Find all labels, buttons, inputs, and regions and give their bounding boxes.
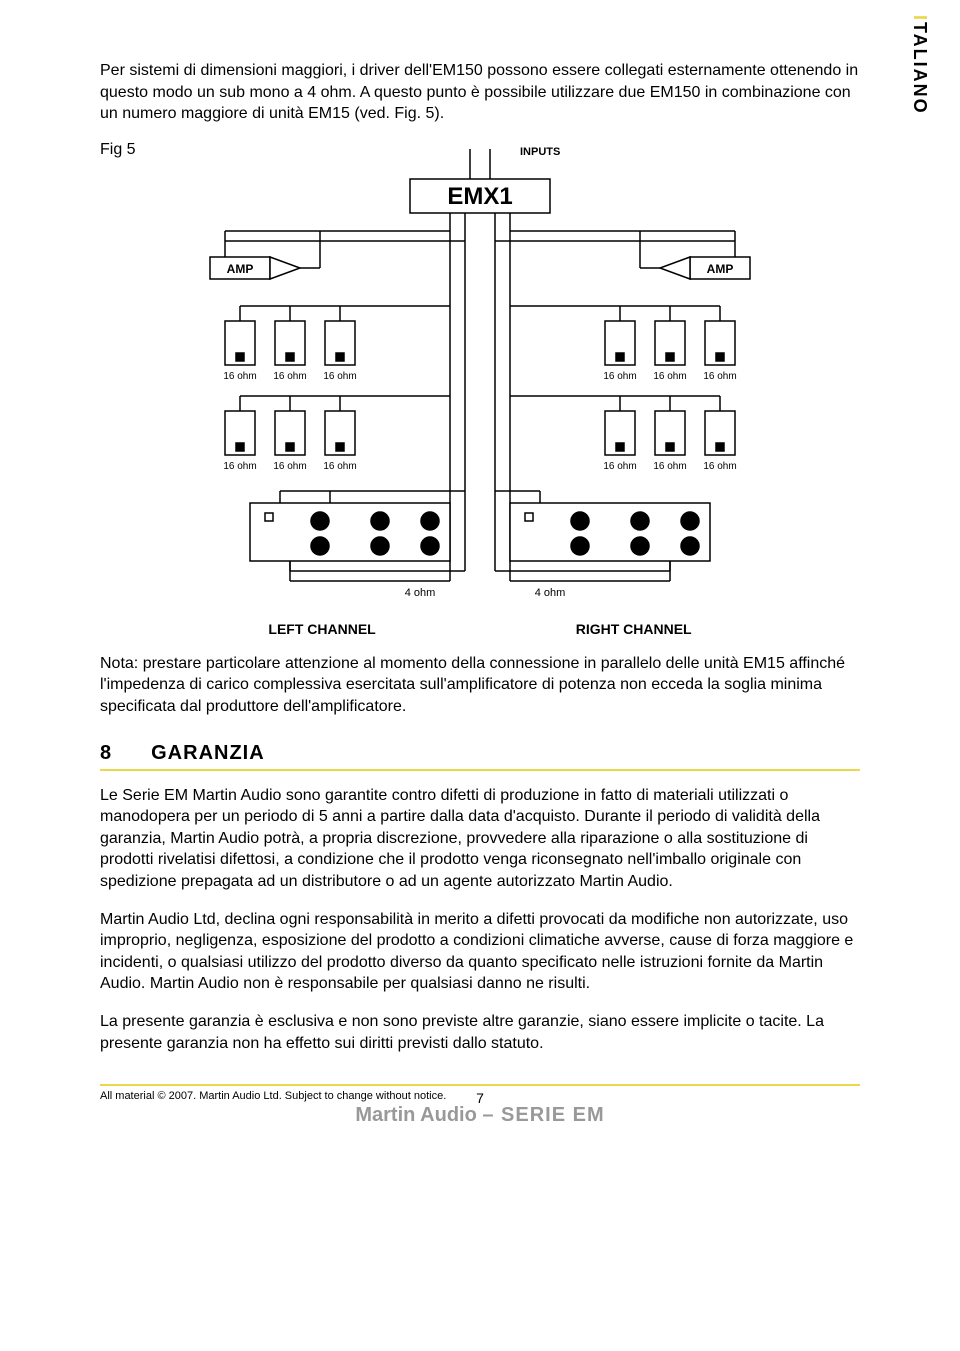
speaker-row1-left bbox=[225, 321, 355, 365]
wiring-diagram-svg: INPUTS EMX1 AMP bbox=[170, 141, 790, 601]
svg-text:16 ohm: 16 ohm bbox=[703, 461, 736, 472]
amp-label-right: AMP bbox=[707, 262, 734, 276]
svg-text:16 ohm: 16 ohm bbox=[223, 461, 256, 472]
amp-label-left: AMP bbox=[227, 262, 254, 276]
left-channel-label: LEFT CHANNEL bbox=[268, 621, 375, 637]
footer-brand: Martin Audio bbox=[355, 1104, 476, 1126]
page-footer: 7 All material © 2007. Martin Audio Ltd.… bbox=[100, 1084, 860, 1127]
figure-5-diagram: INPUTS EMX1 AMP bbox=[100, 141, 860, 601]
right-channel-label: RIGHT CHANNEL bbox=[576, 621, 692, 637]
speaker-row2-left bbox=[225, 411, 355, 455]
svg-text:16 ohm: 16 ohm bbox=[273, 371, 306, 382]
intro-paragraph: Per sistemi di dimensioni maggiori, i dr… bbox=[100, 60, 860, 125]
tab-text: TALIANO bbox=[910, 22, 930, 115]
sub-ohm-left: 4 ohm bbox=[405, 587, 436, 599]
note-paragraph: Nota: prestare particolare attenzione al… bbox=[100, 653, 860, 718]
svg-text:16 ohm: 16 ohm bbox=[323, 371, 356, 382]
svg-text:16 ohm: 16 ohm bbox=[323, 461, 356, 472]
section-number: 8 bbox=[100, 742, 111, 765]
language-tab: ITALIANO bbox=[909, 15, 930, 115]
section-title: GARANZIA bbox=[151, 742, 265, 765]
svg-text:16 ohm: 16 ohm bbox=[603, 461, 636, 472]
warranty-p3: La presente garanzia è esclusiva e non s… bbox=[100, 1011, 860, 1054]
channel-labels: LEFT CHANNEL RIGHT CHANNEL bbox=[100, 621, 860, 637]
footer-series: – SERIE EM bbox=[482, 1104, 604, 1126]
tab-accent: I bbox=[910, 15, 930, 22]
svg-text:16 ohm: 16 ohm bbox=[223, 371, 256, 382]
svg-text:16 ohm: 16 ohm bbox=[703, 371, 736, 382]
svg-text:16 ohm: 16 ohm bbox=[653, 461, 686, 472]
svg-text:16 ohm: 16 ohm bbox=[603, 371, 636, 382]
sub-ohm-right: 4 ohm bbox=[535, 587, 566, 599]
emx1-label: EMX1 bbox=[447, 183, 512, 210]
speaker-row2-right bbox=[605, 411, 735, 455]
section-8-heading: 8 GARANZIA bbox=[100, 742, 860, 771]
inputs-label: INPUTS bbox=[520, 146, 560, 158]
warranty-p1: Le Serie EM Martin Audio sono garantite … bbox=[100, 785, 860, 893]
svg-text:16 ohm: 16 ohm bbox=[653, 371, 686, 382]
svg-text:16 ohm: 16 ohm bbox=[273, 461, 306, 472]
speaker-row1-right bbox=[605, 321, 735, 365]
warranty-p2: Martin Audio Ltd, declina ogni responsab… bbox=[100, 909, 860, 995]
